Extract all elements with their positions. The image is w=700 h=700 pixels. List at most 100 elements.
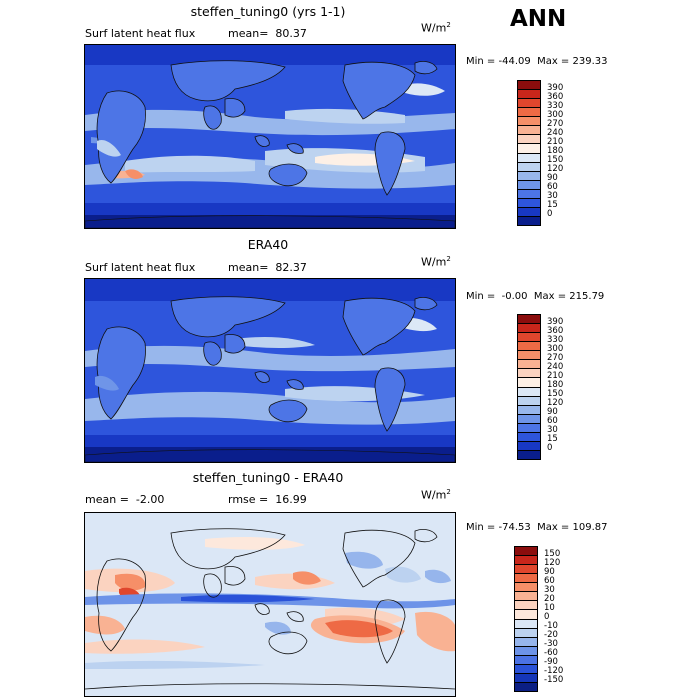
colorbar-tick-label: 0 <box>547 443 553 453</box>
colorbar-swatch <box>515 556 537 566</box>
colorbar-swatch <box>515 628 537 638</box>
colorbar-tick-label: -90 <box>544 657 558 667</box>
colorbar-tick-label: 180 <box>547 146 564 156</box>
colorbar-tick-label: -120 <box>544 666 564 676</box>
colorbar-tick-label: 330 <box>547 101 564 111</box>
minmax-label-model: Min = -44.09 Max = 239.33 <box>466 56 608 67</box>
colorbar-labels-obs: 390 360 330 300 270 240 210 180 150 120 … <box>547 314 587 458</box>
colorbar-swatch <box>518 405 540 415</box>
colorbar-tick-label: 60 <box>544 576 555 586</box>
rmse-label-diff: rmse = 16.99 <box>228 493 307 506</box>
colorbar-swatch <box>518 135 540 145</box>
colorbar-tick-label: -60 <box>544 648 558 658</box>
colorbar-tick-label: 300 <box>547 110 564 120</box>
mean-label-diff: mean = -2.00 <box>85 493 165 506</box>
colorbar-swatch <box>518 108 540 118</box>
colorbar-tick-label: 360 <box>547 326 564 336</box>
colorbar-swatch <box>518 162 540 172</box>
colorbar-tick-label: 30 <box>544 585 555 595</box>
colorbar-tick-label: 30 <box>547 425 558 435</box>
colorbar-tick-label: 90 <box>547 173 558 183</box>
colorbar-tick-label: 120 <box>547 164 564 174</box>
colorbar-swatch <box>518 423 540 433</box>
colorbar-swatch <box>518 387 540 397</box>
colorbar-swatch <box>515 664 537 674</box>
colorbar-swatch <box>518 333 540 343</box>
colorbar-tick-label: -150 <box>544 675 564 685</box>
colorbar-swatch <box>518 90 540 100</box>
colorbar-swatch <box>515 583 537 593</box>
colorbar-tick-label: 60 <box>547 416 558 426</box>
colorbar-tick-label: 270 <box>547 119 564 129</box>
colorbar-tick-label: 30 <box>547 191 558 201</box>
colorbar-swatch <box>518 342 540 352</box>
colorbar-swatch <box>515 619 537 629</box>
colorbar-swatch <box>518 126 540 136</box>
colorbar-tick-label: -10 <box>544 621 558 631</box>
colorbar-swatch <box>515 655 537 665</box>
colorbar-swatch <box>518 360 540 370</box>
colorbar-swatch <box>515 565 537 575</box>
colorbar-tick-label: 300 <box>547 344 564 354</box>
map-obs <box>84 278 456 463</box>
panel-title-obs: ERA40 <box>247 237 289 252</box>
season-label: ANN <box>510 6 567 32</box>
colorbar-swatch <box>518 144 540 154</box>
colorbar-tick-label: 15 <box>547 200 558 210</box>
colorbar-tick-label: 90 <box>544 567 555 577</box>
variable-label-obs: Surf latent heat flux <box>85 261 196 274</box>
colorbar-swatch <box>518 450 540 459</box>
colorbar-tick-label: 150 <box>544 549 561 559</box>
colorbar-swatch <box>518 198 540 208</box>
colorbar-model <box>517 80 541 226</box>
colorbar-tick-label: 15 <box>547 434 558 444</box>
colorbar-tick-label: 20 <box>544 594 555 604</box>
colorbar-tick-label: 270 <box>547 353 564 363</box>
colorbar-tick-label: 0 <box>547 209 553 219</box>
colorbar-labels-model: 390 360 330 300 270 240 210 180 150 120 … <box>547 80 587 224</box>
colorbar-obs <box>517 314 541 460</box>
colorbar-tick-label: 360 <box>547 92 564 102</box>
colorbar-tick-label: 120 <box>544 558 561 568</box>
colorbar-swatch <box>515 610 537 620</box>
colorbar-swatch <box>518 324 540 334</box>
minmax-label-diff: Min = -74.53 Max = 109.87 <box>466 522 608 533</box>
colorbar-swatch <box>518 432 540 442</box>
colorbar-tick-label: 150 <box>547 155 564 165</box>
colorbar-tick-label: -20 <box>544 630 558 640</box>
colorbar-swatch <box>515 547 537 557</box>
colorbar-swatch <box>518 369 540 379</box>
colorbar-tick-label: 120 <box>547 398 564 408</box>
colorbar-swatch <box>518 378 540 388</box>
colorbar-swatch <box>515 673 537 683</box>
colorbar-tick-label: 180 <box>547 380 564 390</box>
colorbar-swatch <box>515 592 537 602</box>
colorbar-diff <box>514 546 538 692</box>
colorbar-tick-label: 330 <box>547 335 564 345</box>
colorbar-swatch <box>518 117 540 127</box>
colorbar-swatch <box>518 351 540 361</box>
colorbar-tick-label: 0 <box>544 612 550 622</box>
colorbar-swatch <box>518 414 540 424</box>
colorbar-tick-label: 390 <box>547 83 564 93</box>
colorbar-tick-label: 90 <box>547 407 558 417</box>
colorbar-tick-label: 210 <box>547 137 564 147</box>
colorbar-swatch <box>518 189 540 199</box>
colorbar-swatch <box>518 396 540 406</box>
colorbar-tick-label: 150 <box>547 389 564 399</box>
mean-label-model: mean= 80.37 <box>228 27 307 40</box>
colorbar-tick-label: 240 <box>547 362 564 372</box>
colorbar-swatch <box>515 601 537 611</box>
colorbar-tick-label: 390 <box>547 317 564 327</box>
colorbar-swatch <box>518 315 540 325</box>
colorbar-labels-diff: 150 120 90 60 30 20 10 0 -10 -20 -30 -60… <box>544 546 584 690</box>
mean-label-obs: mean= 82.37 <box>228 261 307 274</box>
colorbar-swatch <box>518 207 540 217</box>
colorbar-swatch <box>518 180 540 190</box>
map-diff <box>84 512 456 697</box>
colorbar-swatch <box>518 171 540 181</box>
colorbar-swatch <box>518 81 540 91</box>
colorbar-tick-label: 210 <box>547 371 564 381</box>
colorbar-tick-label: 10 <box>544 603 555 613</box>
colorbar-tick-label: 60 <box>547 182 558 192</box>
